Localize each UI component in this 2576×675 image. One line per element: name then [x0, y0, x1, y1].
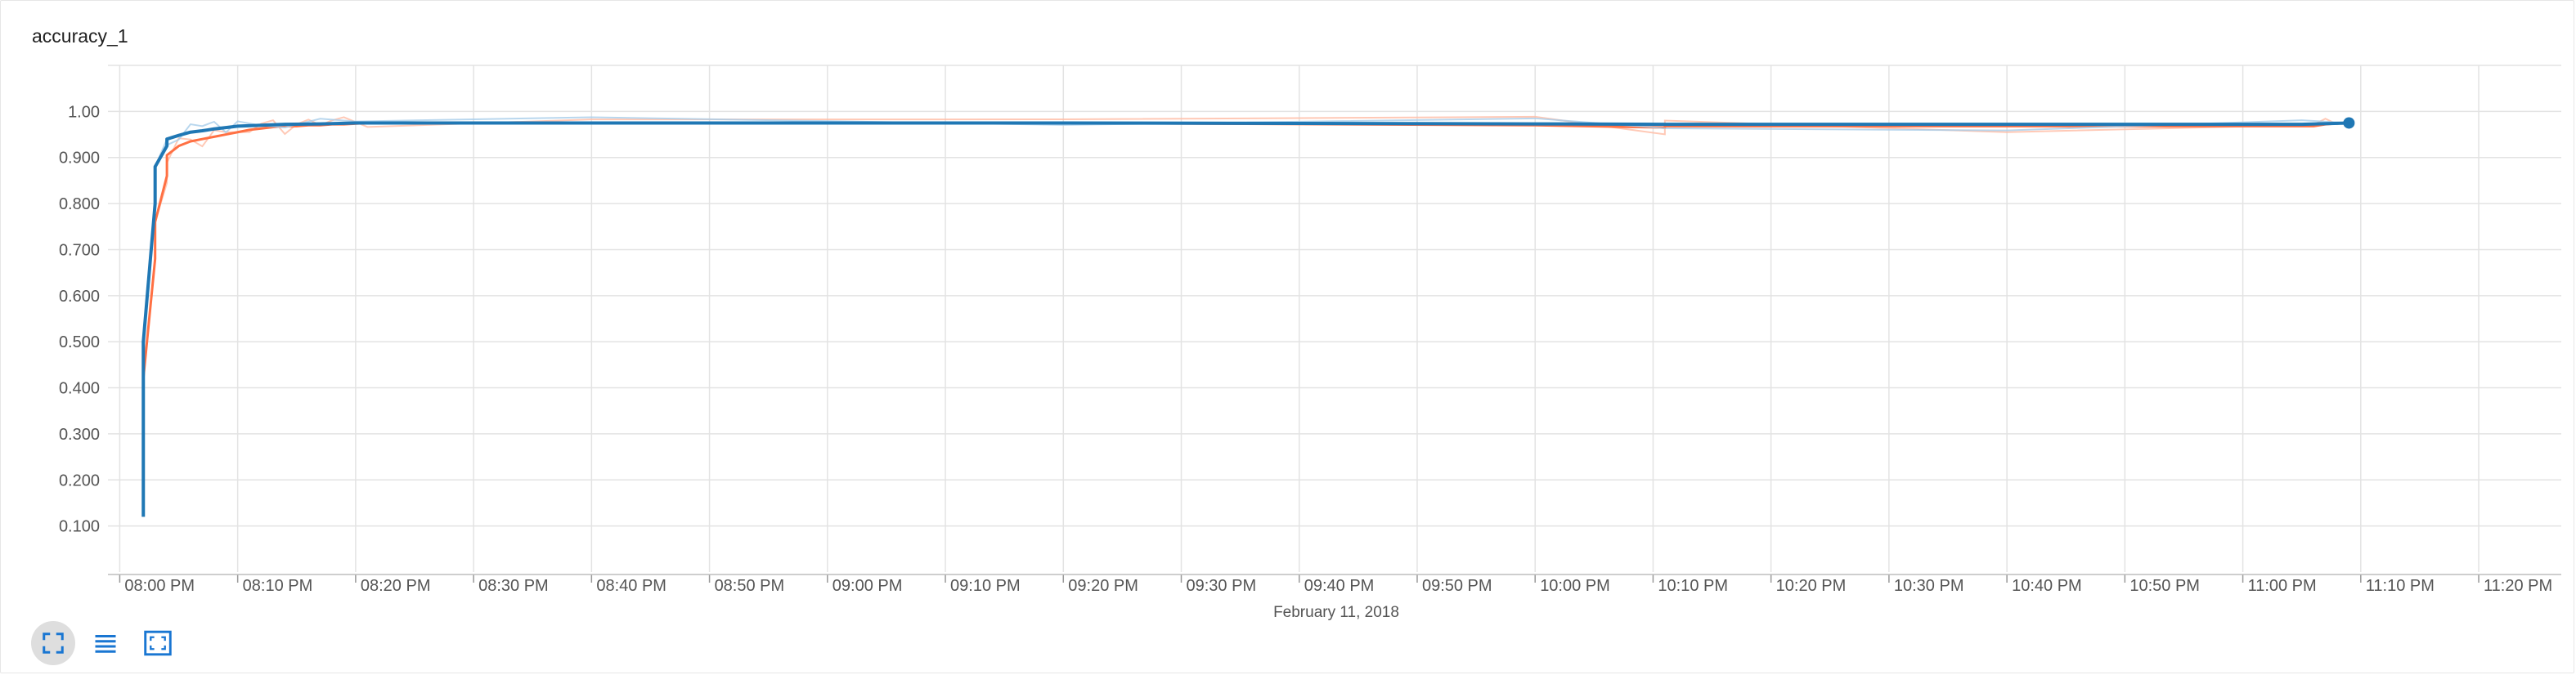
x-tick-label: 09:50 PM [1422, 577, 1492, 595]
x-tick-label: 09:00 PM [832, 577, 903, 595]
x-tick-label: 10:50 PM [2129, 577, 2200, 595]
toggle-log-scale-button[interactable] [83, 621, 128, 665]
x-tick-label: 11:00 PM [2248, 577, 2317, 595]
fit-domain-icon [144, 630, 172, 656]
y-tick-label: 0.500 [59, 333, 100, 351]
x-tick-label: 08:10 PM [243, 577, 313, 595]
y-tick-label: 0.900 [59, 150, 100, 168]
fit-domain-button[interactable] [136, 621, 180, 665]
y-tick-label: 0.300 [59, 426, 100, 444]
y-tick-label: 0.400 [59, 380, 100, 398]
list-icon [95, 635, 116, 653]
y-tick-label: 0.200 [59, 472, 100, 489]
y-tick-label: 0.600 [59, 288, 100, 306]
x-tick-label: 10:40 PM [2012, 577, 2082, 595]
x-tick-label: 10:30 PM [1894, 577, 1964, 595]
y-tick-label: 0.100 [59, 518, 100, 536]
x-tick-label: 08:50 PM [715, 577, 785, 595]
y-tick-label: 0.700 [59, 241, 100, 259]
x-tick-label: 08:40 PM [596, 577, 666, 595]
series-raw-line [142, 116, 2349, 517]
grid-lines [108, 65, 2561, 572]
accuracy-line-chart[interactable]: 0.100 0.200 0.300 0.400 0.500 0.600 0.700 0.800… [0, 0, 2576, 629]
x-tick-label: 08:20 PM [361, 577, 431, 595]
x-tick-label: 11:10 PM [2366, 577, 2435, 595]
chart-title: accuracy_1 [32, 25, 128, 47]
series-line [141, 121, 2349, 517]
chart-toolbar [31, 621, 180, 665]
x-axis: 08:00 PM 08:10 PM 08:20 PM 08:30 PM 08:40 PM… [108, 574, 2561, 595]
y-tick-label: 0.800 [59, 195, 100, 213]
x-tick-label: 11:20 PM [2484, 577, 2552, 595]
x-tick-label: 09:20 PM [1068, 577, 1138, 595]
y-tick-label: 1.00 [68, 103, 100, 121]
x-tick-label: 10:00 PM [1540, 577, 1610, 595]
x-tick-label: 10:10 PM [1658, 577, 1728, 595]
fullscreen-icon [43, 633, 64, 654]
x-axis-label: February 11, 2018 [1273, 604, 1399, 621]
series-lines [141, 115, 2355, 517]
fullscreen-button[interactable] [31, 621, 75, 665]
x-tick-label: 09:40 PM [1304, 577, 1375, 595]
series-end-marker [2343, 117, 2355, 129]
y-axis-ticks: 0.100 0.200 0.300 0.400 0.500 0.600 0.700 0.800… [59, 103, 100, 535]
x-tick-label: 09:10 PM [950, 577, 1021, 595]
x-tick-label: 08:30 PM [478, 577, 549, 595]
x-tick-label: 09:30 PM [1187, 577, 1257, 595]
x-tick-label: 08:00 PM [124, 577, 195, 595]
x-tick-label: 10:20 PM [1776, 577, 1847, 595]
